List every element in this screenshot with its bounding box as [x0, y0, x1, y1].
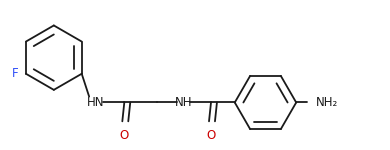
Text: NH: NH: [175, 96, 193, 109]
Text: HN: HN: [87, 96, 105, 109]
Text: O: O: [206, 129, 215, 142]
Text: F: F: [12, 67, 18, 80]
Text: O: O: [119, 129, 128, 142]
Text: NH₂: NH₂: [316, 96, 338, 109]
